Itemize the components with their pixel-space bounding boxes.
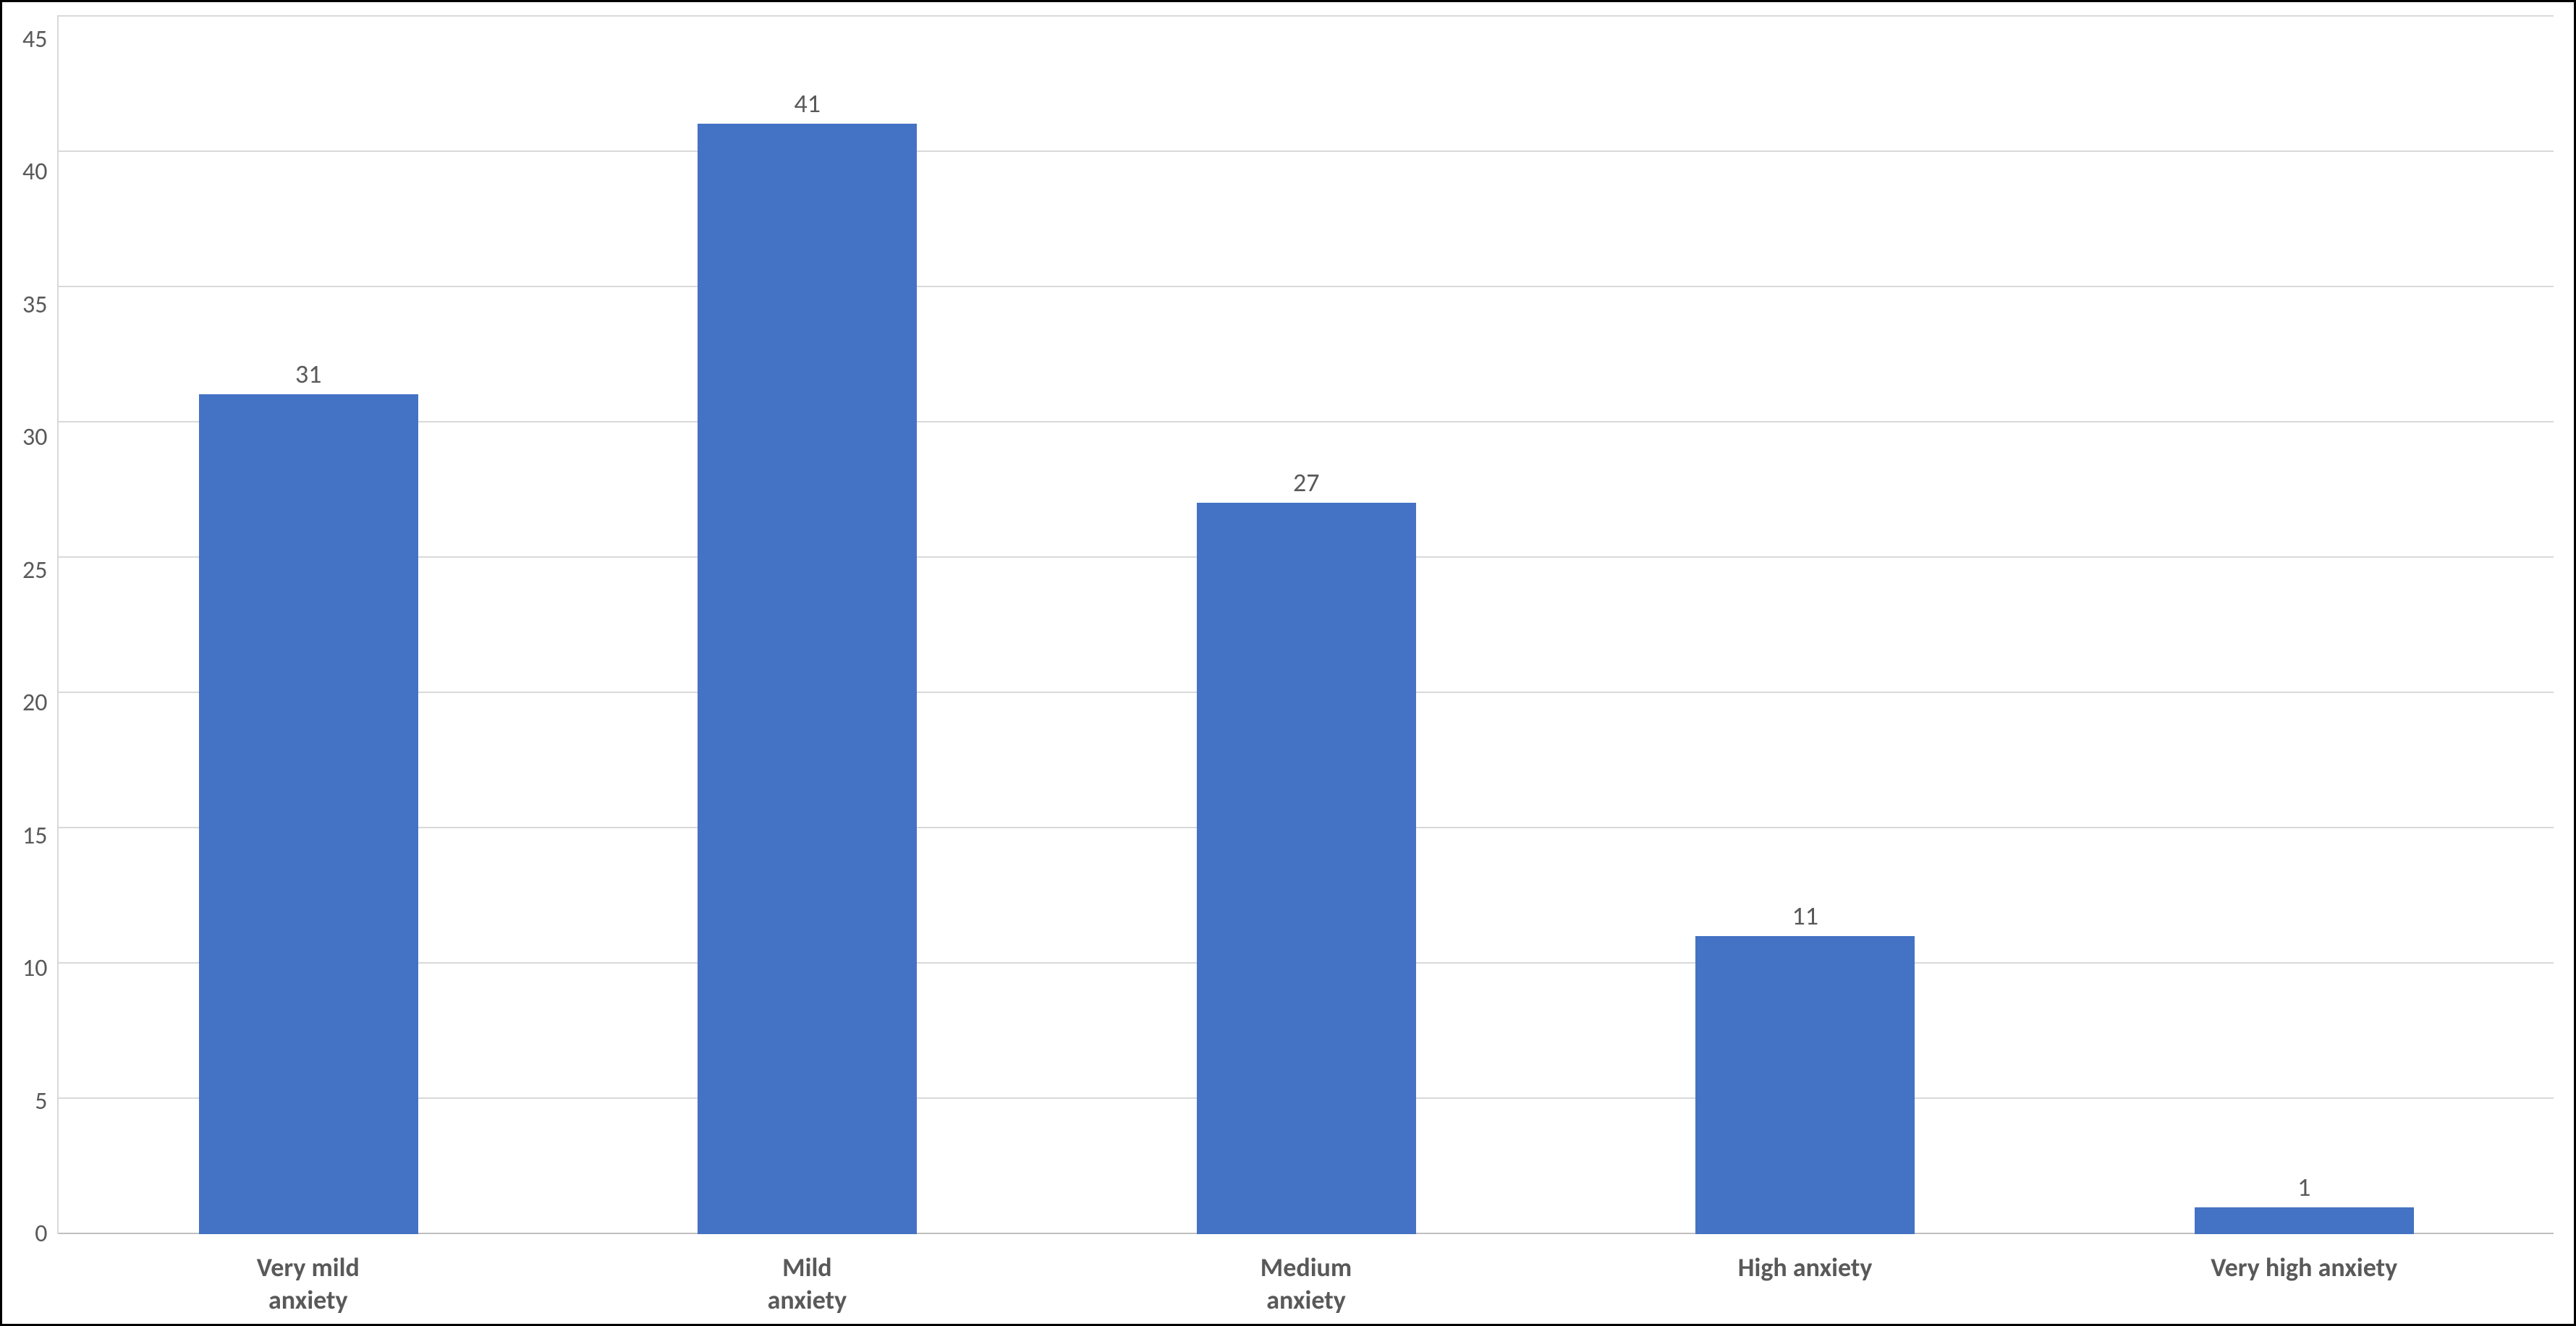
y-tick-label: 30 bbox=[22, 425, 47, 450]
bar-rect bbox=[1197, 503, 1416, 1234]
bar-value-label: 41 bbox=[794, 90, 821, 116]
x-axis: Very mild anxiety Mild anxiety Medium an… bbox=[22, 1234, 2554, 1317]
x-category-label: Very mild anxiety bbox=[59, 1251, 558, 1317]
bar-value-label: 11 bbox=[1792, 903, 1818, 929]
bar-slot: 41 bbox=[558, 15, 1057, 1234]
x-category-label: Very high anxiety bbox=[2054, 1251, 2554, 1317]
bar-value-label: 1 bbox=[2297, 1174, 2310, 1200]
x-category-label: Medium anxiety bbox=[1056, 1251, 1556, 1317]
x-category-label: Mild anxiety bbox=[558, 1251, 1057, 1317]
bar-slot: 27 bbox=[1056, 15, 1556, 1234]
y-tick-label: 20 bbox=[22, 691, 47, 715]
y-tick-label: 25 bbox=[22, 558, 47, 583]
y-tick-label: 35 bbox=[22, 293, 47, 318]
y-tick-label: 0 bbox=[35, 1222, 47, 1246]
bar-slot: 11 bbox=[1556, 15, 2055, 1234]
bar-rect bbox=[698, 124, 917, 1234]
y-tick-label: 5 bbox=[35, 1089, 47, 1114]
x-axis-labels: Very mild anxiety Mild anxiety Medium an… bbox=[59, 1251, 2554, 1317]
y-tick-label: 15 bbox=[22, 824, 47, 849]
bar-slot: 31 bbox=[59, 15, 558, 1234]
y-tick-label: 40 bbox=[22, 160, 47, 184]
bar-rect bbox=[2195, 1207, 2414, 1234]
bar-rect bbox=[199, 394, 418, 1234]
y-axis: 45 40 35 30 25 20 15 10 5 0 bbox=[22, 15, 57, 1234]
bar-rect bbox=[1695, 936, 1915, 1234]
bar-value-label: 27 bbox=[1293, 469, 1320, 496]
plot-area: 31 41 27 11 1 bbox=[57, 15, 2554, 1234]
y-tick-label: 45 bbox=[22, 27, 47, 52]
chart-body: 45 40 35 30 25 20 15 10 5 0 bbox=[22, 15, 2554, 1234]
x-category-label: High anxiety bbox=[1556, 1251, 2055, 1317]
bars-container: 31 41 27 11 1 bbox=[59, 15, 2554, 1234]
y-tick-label: 10 bbox=[22, 956, 47, 981]
chart-container: 45 40 35 30 25 20 15 10 5 0 bbox=[0, 0, 2576, 1326]
x-axis-spacer bbox=[22, 1251, 59, 1317]
bar-slot: 1 bbox=[2054, 15, 2554, 1234]
bar-value-label: 31 bbox=[295, 361, 322, 387]
